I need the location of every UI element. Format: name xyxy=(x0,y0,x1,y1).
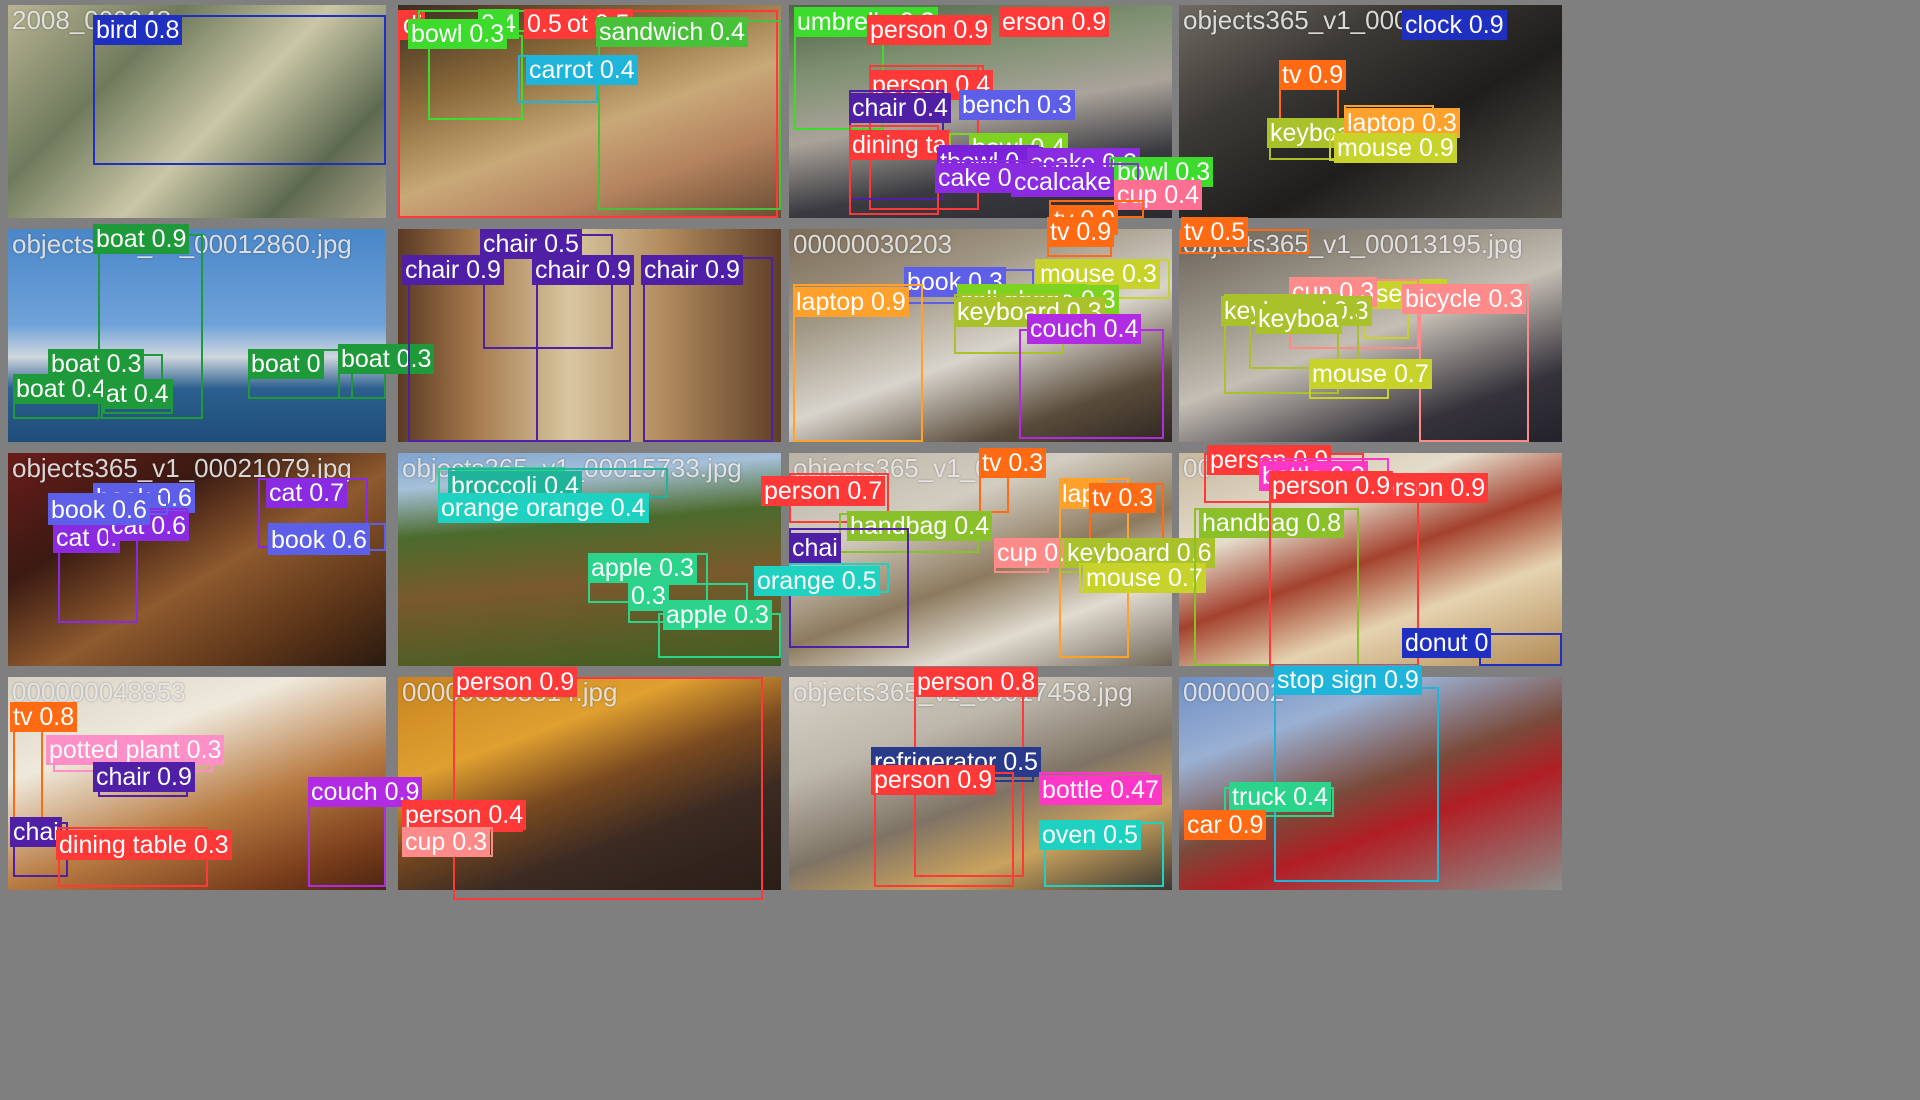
detection-label: handbag 0.8 xyxy=(1199,508,1345,538)
detection-label: person 0.7 xyxy=(761,476,886,506)
bounding-box xyxy=(1224,294,1339,394)
detection-label: person 0.9 xyxy=(867,15,992,45)
detection-label: bird 0.8 xyxy=(93,15,183,45)
detection-label: orange 0.4 xyxy=(523,493,649,523)
mosaic-tile: 000000048853 tv 0.8 potted plant 0.3 chair … xyxy=(8,677,423,890)
detection-label: keyboard 0.6 xyxy=(1064,538,1215,568)
detection-label: 0.3 xyxy=(628,581,669,611)
detection-label: mouse 0.3 xyxy=(1037,259,1160,289)
bounding-box xyxy=(598,20,781,210)
detection-label: cup 0.3 xyxy=(402,827,491,857)
detection-label: couch 0.4 xyxy=(1027,314,1142,344)
detection-label: oven 0.5 xyxy=(1039,820,1141,850)
mosaic-tile: objects365_v1_00017458.jpgperson 0.8refr… xyxy=(789,667,1172,890)
mosaic-tile: chair 0.5 chair 0.9 chair 0.9 chair 0.9 xyxy=(398,229,781,442)
detection-label: person 0.9 xyxy=(871,765,996,795)
detection-label: tv 0.9 xyxy=(1047,217,1115,247)
detection-label: mouse 0.7 xyxy=(1309,359,1432,389)
detection-label: chai xyxy=(789,533,841,563)
detection-label: apple 0.3 xyxy=(588,553,697,583)
mosaic-tile: objects365_v1_0 tv 0.3 person 0.7 lapt tv 0.… xyxy=(754,448,1215,666)
detection-label: tv 0.9 xyxy=(1279,60,1347,90)
detection-label: laptop 0.9 xyxy=(793,287,909,317)
detection-label: clock 0.9 xyxy=(1402,10,1507,40)
bounding-box xyxy=(1269,478,1419,666)
detection-label: bicycle 0.3 xyxy=(1402,284,1527,314)
detection-label: tv 0.3 xyxy=(1089,483,1157,513)
detection-label: apple 0.3 xyxy=(663,600,772,630)
detection-label: chair 0.9 xyxy=(641,255,743,285)
detection-label: tv 0.5 xyxy=(1181,217,1249,247)
detection-label: bench 0.3 xyxy=(959,90,1075,120)
detection-label: keyboa xyxy=(1255,304,1342,334)
tile-filename: 0000002 xyxy=(1183,677,1285,707)
detection-label: book 0.6 xyxy=(48,495,150,525)
bounding-box xyxy=(93,15,386,165)
mosaic-tile: objects365_v1_000179 clock 0.9 tv 0.9 keybo… xyxy=(1179,5,1562,218)
detection-label: erson 0.9 xyxy=(999,7,1110,37)
mosaic-tile: umbrella 0.3 person 0.9 erson 0.9 person 0.… xyxy=(789,5,1214,235)
detection-label: orange 0.5 xyxy=(754,566,880,596)
detection-label: chair 0.4 xyxy=(849,93,951,123)
detection-label: tv 0.8 xyxy=(10,702,78,732)
detection-label: mouse 0.7 xyxy=(1083,563,1206,593)
bounding-box xyxy=(793,284,923,442)
detection-label: boat 0.3 xyxy=(338,344,435,374)
detection-label: carrot 0.4 xyxy=(526,55,638,85)
detection-label: at 0.4 xyxy=(103,379,172,409)
detection-label: person 0.9 xyxy=(453,667,578,697)
detection-label: donut 0 xyxy=(1402,628,1492,658)
detection-label: cup 0.4 xyxy=(1114,180,1203,210)
mosaic-tile: objects365_v1_00021079.jpg cat 0.7 cat 0. b… xyxy=(8,453,386,666)
mosaic-tile: 2008_000048 bird 0.8 xyxy=(8,5,386,218)
detection-label: chair 0.9 xyxy=(93,762,195,792)
detection-label: sandwich 0.4 xyxy=(596,17,748,47)
detection-label: chair 0.9 xyxy=(402,255,504,285)
mosaic-tile: 00000030203 tv 0.9 book 0.3 mouse 0.3 laptop… xyxy=(789,217,1172,442)
detection-label: boat 0.9 xyxy=(93,224,190,254)
detection-label: boat 0 xyxy=(248,349,324,379)
mosaic-tile: objects365_v1_00015733.jpgapple 0.3brocc… xyxy=(398,453,781,666)
detection-label: book 0.6 xyxy=(268,525,370,555)
detection-label: tv 0.3 xyxy=(979,448,1047,478)
detection-label: handbag 0.4 xyxy=(847,511,993,541)
bounding-box xyxy=(453,677,763,900)
detection-label: bottle 0.47 xyxy=(1039,775,1162,805)
detection-label: person 0.4 xyxy=(402,800,527,830)
detection-label: person 0.9 xyxy=(1269,471,1394,501)
detection-label: person 0.8 xyxy=(914,667,1039,697)
detection-label: chai xyxy=(10,817,62,847)
detection-label: 0.5 xyxy=(524,9,565,39)
tile-filename: 00000030203 xyxy=(793,229,953,259)
detection-label: chair 0.5 xyxy=(480,229,582,259)
detection-label: boat 0.4 xyxy=(13,374,110,404)
tile-photo xyxy=(8,5,386,218)
detection-label: potted plant 0.3 xyxy=(46,735,225,765)
detection-label: cat 0.7 xyxy=(266,478,348,508)
detection-label: dining table 0.3 xyxy=(56,830,232,860)
detection-label: bowl 0.3 xyxy=(408,19,508,49)
bounding-box xyxy=(1479,633,1562,666)
tile-photo xyxy=(8,229,386,442)
detection-label: dining ta xyxy=(849,130,950,160)
detection-label: car 0.9 xyxy=(1184,810,1267,840)
tile-photo xyxy=(1179,229,1562,442)
detection-label: ccalcake xyxy=(1011,167,1115,197)
bounding-box xyxy=(1019,329,1164,439)
detection-label: chair 0.9 xyxy=(532,255,634,285)
mosaic-tile: 0000002 stop sign 0.9 truck 0.4 car 0.9 xyxy=(1179,665,1562,890)
detection-label: mouse 0.9 xyxy=(1334,133,1457,163)
detection-label: stop sign 0.9 xyxy=(1274,665,1422,695)
detection-label: truck 0.4 xyxy=(1229,782,1331,812)
